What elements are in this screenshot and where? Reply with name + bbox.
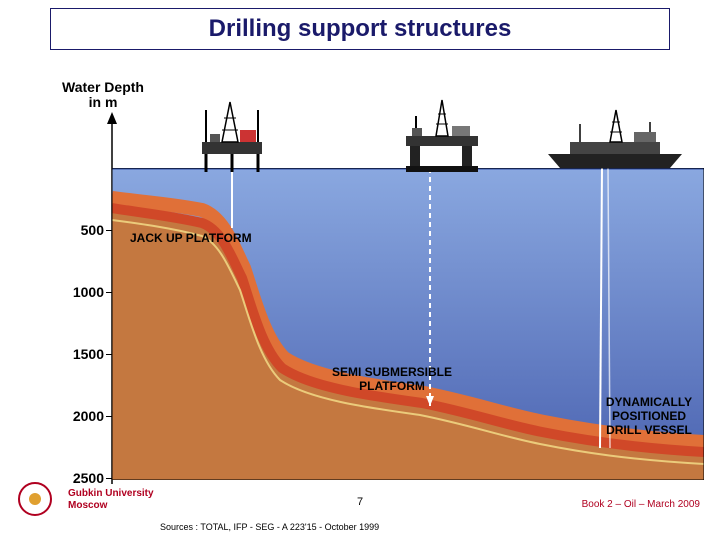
axis-label: Water Depthin m <box>48 80 158 111</box>
jackup-label: JACK UP PLATFORM <box>130 232 310 246</box>
jackup-rig-icon <box>192 96 282 172</box>
semisub-label: SEMI SUBMERSIBLEPLATFORM <box>292 366 492 394</box>
title-box: Drilling support structures <box>50 8 670 50</box>
drillship-icon <box>540 108 690 170</box>
page-title: Drilling support structures <box>61 15 659 43</box>
tick-2000: 2000 <box>62 408 104 424</box>
tick-1500: 1500 <box>62 346 104 362</box>
tick-2500: 2500 <box>62 470 104 486</box>
footer-university: Gubkin UniversityMoscow <box>68 488 154 512</box>
logo-icon <box>14 478 56 520</box>
tick-1000: 1000 <box>62 284 104 300</box>
drillship-label: DYNAMICALLY POSITIONED DRILL VESSEL <box>584 396 714 437</box>
tick-500: 500 <box>62 222 104 238</box>
sources-line: Sources : TOTAL, IFP - SEG - A 223'15 - … <box>160 522 379 532</box>
semisub-rig-icon <box>392 96 492 174</box>
page-number: 7 <box>357 496 363 508</box>
footer-right: Book 2 – Oil – March 2009 <box>582 499 700 510</box>
